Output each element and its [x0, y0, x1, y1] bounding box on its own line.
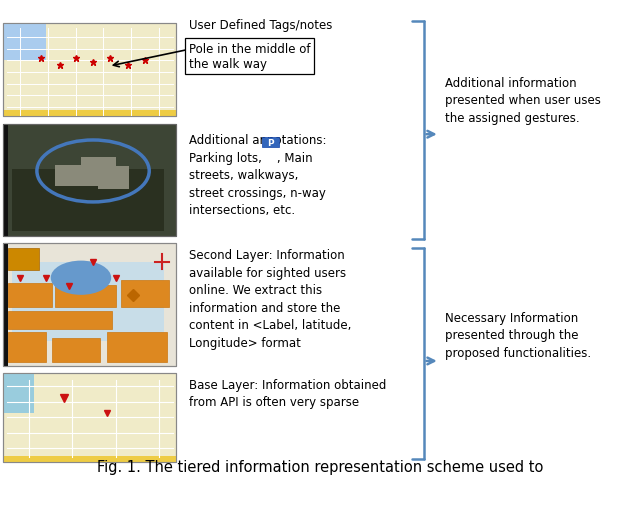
Text: Fig. 1.: Fig. 1.: [294, 459, 346, 474]
FancyBboxPatch shape: [8, 249, 40, 271]
FancyBboxPatch shape: [107, 332, 168, 362]
FancyBboxPatch shape: [8, 332, 47, 362]
FancyBboxPatch shape: [3, 457, 176, 462]
FancyBboxPatch shape: [3, 373, 176, 462]
Text: Additional annotations:
Parking lots,    , Main
streets, walkways,
street crossi: Additional annotations: Parking lots, , …: [189, 134, 326, 217]
FancyBboxPatch shape: [3, 124, 8, 237]
FancyBboxPatch shape: [12, 169, 164, 231]
FancyBboxPatch shape: [3, 24, 47, 61]
FancyBboxPatch shape: [8, 311, 112, 329]
FancyBboxPatch shape: [3, 124, 176, 237]
FancyBboxPatch shape: [121, 280, 169, 307]
FancyBboxPatch shape: [55, 286, 115, 307]
FancyBboxPatch shape: [3, 24, 176, 117]
Ellipse shape: [51, 261, 111, 295]
FancyBboxPatch shape: [99, 167, 129, 190]
FancyBboxPatch shape: [3, 373, 35, 413]
FancyBboxPatch shape: [12, 262, 164, 342]
Text: Second Layer: Information
available for sighted users
online. We extract this
in: Second Layer: Information available for …: [189, 249, 351, 349]
FancyBboxPatch shape: [3, 244, 8, 366]
Text: P: P: [268, 138, 274, 147]
Text: Base Layer: Information obtained
from API is often very sparse: Base Layer: Information obtained from AP…: [189, 378, 386, 408]
FancyBboxPatch shape: [81, 158, 115, 175]
FancyBboxPatch shape: [262, 138, 279, 148]
Text: Additional information
presented when user uses
the assigned gestures.: Additional information presented when us…: [445, 76, 601, 125]
FancyBboxPatch shape: [55, 166, 99, 186]
Text: Necessary Information
presented through the
proposed functionalities.: Necessary Information presented through …: [445, 311, 591, 359]
Text: Pole in the middle of
the walk way: Pole in the middle of the walk way: [189, 43, 310, 71]
Text: Fig. 1. The tiered information representation scheme used to: Fig. 1. The tiered information represent…: [97, 459, 543, 474]
FancyBboxPatch shape: [52, 338, 100, 362]
FancyBboxPatch shape: [3, 244, 176, 366]
FancyBboxPatch shape: [3, 110, 176, 117]
FancyBboxPatch shape: [8, 283, 52, 307]
Text: User Defined Tags/notes: User Defined Tags/notes: [189, 19, 332, 32]
